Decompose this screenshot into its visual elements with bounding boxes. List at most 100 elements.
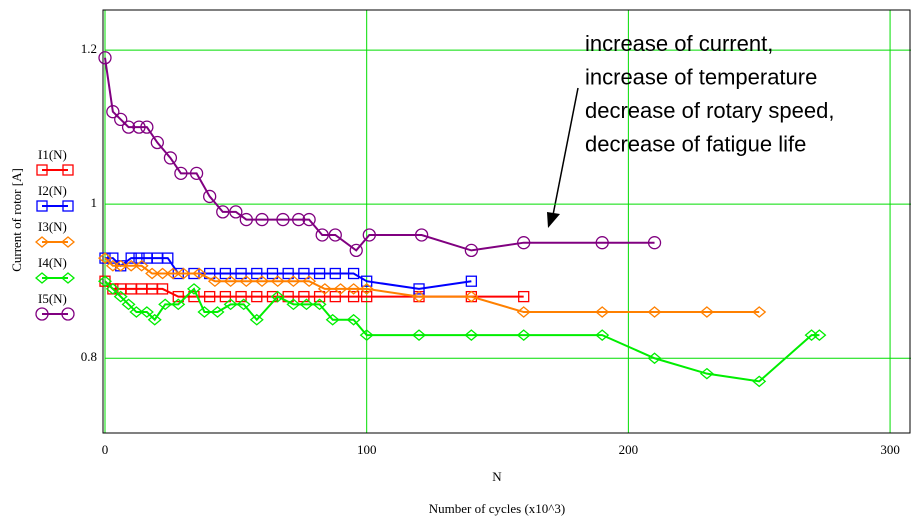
marker [197,306,212,318]
marker [302,275,317,288]
marker [254,275,270,288]
marker [359,329,374,341]
marker [189,166,204,180]
legend-label: I3(N) [38,219,67,234]
x-tick-label: 200 [619,442,639,457]
marker [132,120,146,134]
marker [347,267,360,280]
arrow-head [547,212,560,228]
legend-marker [62,164,74,176]
marker [361,275,373,287]
legend-marker [36,200,48,212]
marker [236,298,251,311]
marker [129,306,144,318]
y-tick-label: 1.2 [81,41,97,56]
marker [145,267,160,280]
marker [192,267,207,280]
marker [266,267,279,280]
marker [207,275,222,288]
marker [325,313,340,326]
x-tick-label: 300 [880,442,900,457]
marker [464,329,479,341]
marker [299,298,314,311]
marker [518,290,530,303]
marker [517,236,531,250]
series-line [104,280,820,383]
annotation: increase of current, [585,31,773,56]
marker [412,329,427,341]
marker [251,290,263,303]
marker [414,228,429,242]
marker [595,306,610,318]
x-tick-label: 100 [357,442,377,457]
marker [412,290,427,303]
marker [329,290,341,303]
marker [329,267,341,280]
x-tick-label: 0 [102,442,109,457]
marker [302,212,316,227]
marker [413,283,425,295]
marker [752,375,767,388]
marker [188,290,200,303]
marker [346,283,361,295]
marker [361,290,373,303]
marker [147,313,162,326]
marker [647,236,662,250]
marker [595,236,609,250]
legend-marker [34,272,50,284]
marker [166,267,181,280]
legend-marker [60,236,76,248]
marker [174,166,188,180]
marker [595,329,610,341]
marker [106,105,120,119]
marker [98,51,112,65]
annotation: increase of temperature [585,64,817,89]
marker [516,306,531,318]
marker [328,228,342,242]
marker [97,252,113,264]
marker [107,252,119,264]
marker [359,283,374,295]
marker [699,367,714,380]
marker [105,283,120,295]
marker [464,243,479,258]
y-tick-label: 0.8 [81,349,97,364]
legend-marker [36,164,48,176]
legend-marker [61,307,75,321]
marker [186,283,201,295]
marker [156,283,169,295]
marker [229,205,243,219]
marker [139,306,154,318]
marker [113,259,128,272]
marker [270,290,285,303]
marker [291,212,306,227]
marker [464,290,479,303]
marker [647,306,662,318]
legend-label: I4(N) [38,255,67,270]
marker [219,290,232,303]
marker [219,267,232,280]
marker [210,306,225,318]
plot-frame [102,9,911,434]
legend-marker [35,307,49,321]
marker [176,267,191,280]
marker [315,228,329,242]
marker [286,298,301,311]
marker [114,112,128,127]
marker [249,313,264,326]
marker [113,290,128,303]
legend-label: I1(N) [38,147,67,162]
marker [349,243,363,258]
marker [276,212,290,227]
y-axis-label: Current of rotor [A] [9,168,24,272]
marker [346,313,361,326]
marker [251,267,263,280]
marker [239,275,254,288]
annotation: decrease of rotary speed, [585,98,834,123]
marker [298,267,310,280]
marker [235,267,247,280]
marker [286,275,301,288]
annotation: decrease of fatigue life [585,131,806,156]
